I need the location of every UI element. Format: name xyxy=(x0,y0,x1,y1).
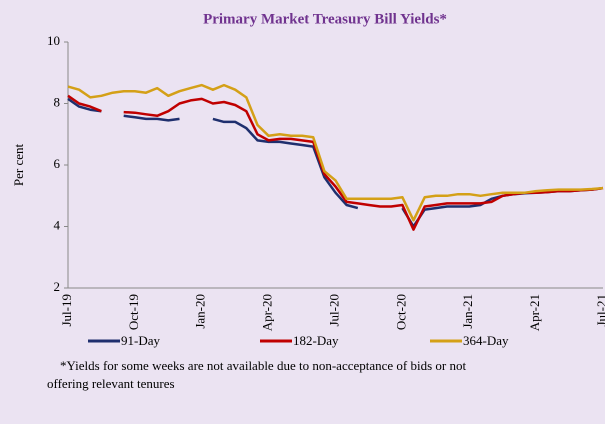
x-tick-label: Apr-21 xyxy=(527,294,542,331)
legend-label: 364-Day xyxy=(463,333,509,348)
x-tick-label: Jan-21 xyxy=(460,294,475,329)
x-tick-label: Apr-20 xyxy=(260,294,275,331)
legend-label: 91-Day xyxy=(121,333,160,348)
x-tick-label: Jul-20 xyxy=(326,294,341,327)
y-tick-label: 8 xyxy=(54,94,61,109)
y-tick-label: 10 xyxy=(47,33,60,48)
footnote: *Yields for some weeks are not available… xyxy=(60,358,466,373)
y-axis-label: Per cent xyxy=(11,143,26,186)
series-line xyxy=(67,83,604,222)
x-tick-label: Oct-20 xyxy=(393,294,408,330)
series-line xyxy=(67,97,604,228)
y-tick-label: 4 xyxy=(54,217,61,232)
chart-title: Primary Market Treasury Bill Yields* xyxy=(203,11,447,27)
x-tick-label: Jan-20 xyxy=(193,294,208,329)
x-tick-label: Jul-21 xyxy=(594,294,605,327)
legend-label: 182-Day xyxy=(293,333,339,348)
x-tick-label: Jul-19 xyxy=(59,294,74,327)
y-tick-label: 2 xyxy=(54,279,61,294)
x-tick-label: Oct-19 xyxy=(126,294,141,330)
footnote: offering relevant tenures xyxy=(47,376,175,391)
series-line xyxy=(67,94,604,231)
y-tick-label: 6 xyxy=(54,156,61,171)
